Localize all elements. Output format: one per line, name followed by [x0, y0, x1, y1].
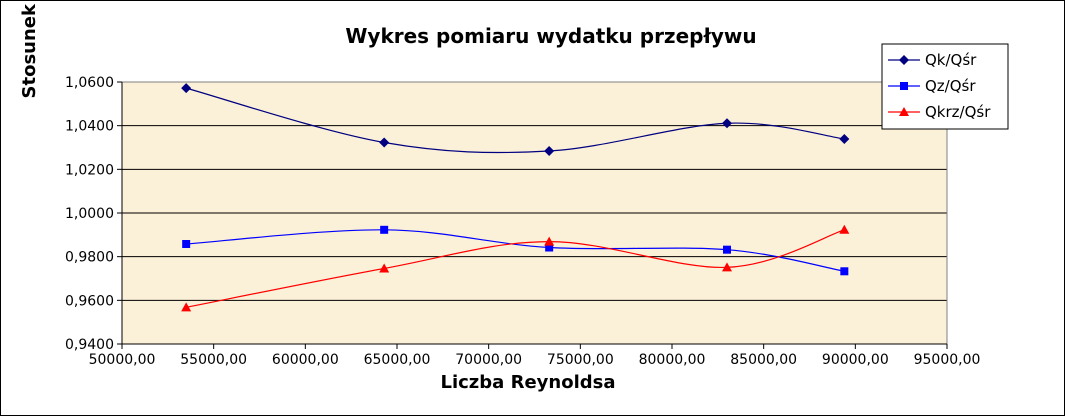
x-tick-label: 95000,00 — [914, 352, 981, 368]
legend-marker — [899, 107, 909, 116]
data-point — [544, 145, 555, 156]
data-point — [545, 243, 554, 252]
x-tick-label: 55000,00 — [180, 352, 247, 368]
legend-label: Qz/Qśr — [925, 77, 976, 95]
x-tick-label: 60000,00 — [272, 352, 339, 368]
data-point — [181, 302, 192, 312]
data-point — [840, 267, 849, 276]
series-3 — [181, 224, 850, 312]
legend-item: Qz/Qśr — [888, 77, 976, 95]
chart-title: Wykres pomiaru wydatku przepływu — [345, 24, 756, 48]
y-tick-label: 0,9800 — [65, 250, 114, 266]
x-tick-label: 70000,00 — [455, 352, 522, 368]
x-tick-label: 75000,00 — [547, 352, 614, 368]
legend-item: Qkrz/Qśr — [888, 103, 991, 121]
legend-marker — [899, 55, 909, 65]
legend-label: Qkrz/Qśr — [925, 103, 991, 121]
y-tick-label: 1,0200 — [65, 162, 114, 178]
data-point — [380, 225, 389, 234]
data-point — [723, 245, 731, 254]
y-tick-label: 0,9400 — [65, 337, 114, 353]
y-tick-label: 1,0400 — [65, 119, 114, 135]
y-tick-label: 0,9600 — [65, 293, 114, 309]
y-tick-label: 1,0600 — [65, 75, 114, 91]
data-point — [839, 133, 850, 144]
y-tick-label: 1,0000 — [65, 206, 114, 222]
axes: 0,9400 0,9600 0,9800 1,0000 1,0200 1,0400 1,06… — [65, 75, 980, 368]
series-line — [186, 87, 845, 154]
x-tick-label: 85000,00 — [730, 352, 797, 368]
legend-marker — [900, 82, 908, 90]
series-1 — [181, 83, 850, 156]
data-point — [379, 137, 390, 148]
series-layer — [181, 83, 850, 312]
legend-item: Qk/Qśr — [888, 51, 977, 69]
y-axis-title: Stosunek — [19, 3, 40, 98]
data-point — [839, 224, 850, 234]
x-axis-title: Liczba Reynoldsa — [441, 372, 616, 393]
legend-label: Qk/Qśr — [925, 51, 977, 69]
data-point — [544, 236, 555, 246]
data-point — [181, 83, 192, 94]
data-point — [722, 262, 732, 272]
x-tick-label: 65000,00 — [364, 352, 431, 368]
series-line — [186, 229, 845, 272]
data-point — [722, 118, 732, 129]
legend: Qk/Qśr Qz/Qśr Qkrz/Qśr — [881, 43, 1009, 130]
x-tick-label: 90000,00 — [822, 352, 889, 368]
x-tick-label: 50000,00 — [89, 352, 156, 368]
series-2 — [182, 225, 849, 276]
data-point — [379, 263, 390, 273]
data-point — [182, 240, 191, 249]
x-tick-label: 80000,00 — [639, 352, 706, 368]
